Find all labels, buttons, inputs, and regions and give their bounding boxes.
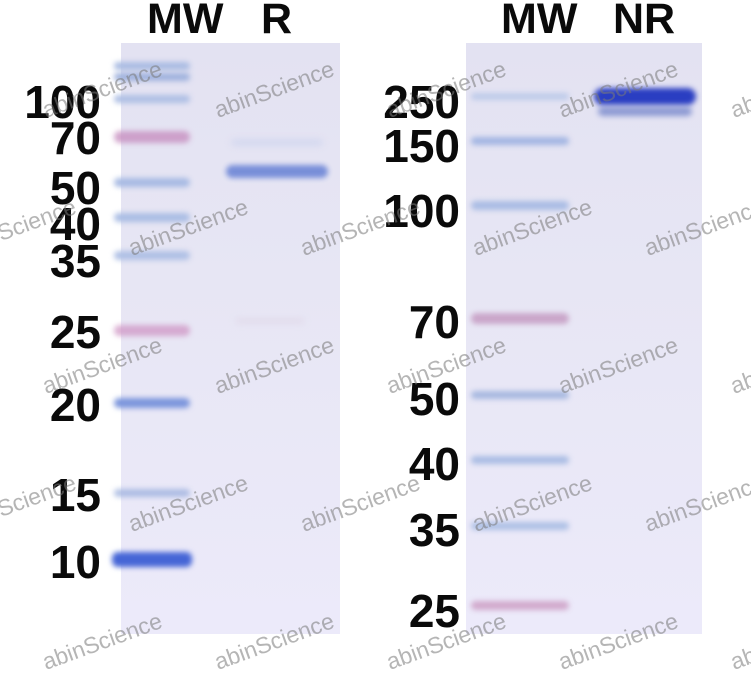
svg-text:abinScience: abinScience [727, 331, 751, 398]
svg-text:abinScience: abinScience [727, 55, 751, 122]
svg-text:abinScience: abinScience [727, 607, 751, 674]
